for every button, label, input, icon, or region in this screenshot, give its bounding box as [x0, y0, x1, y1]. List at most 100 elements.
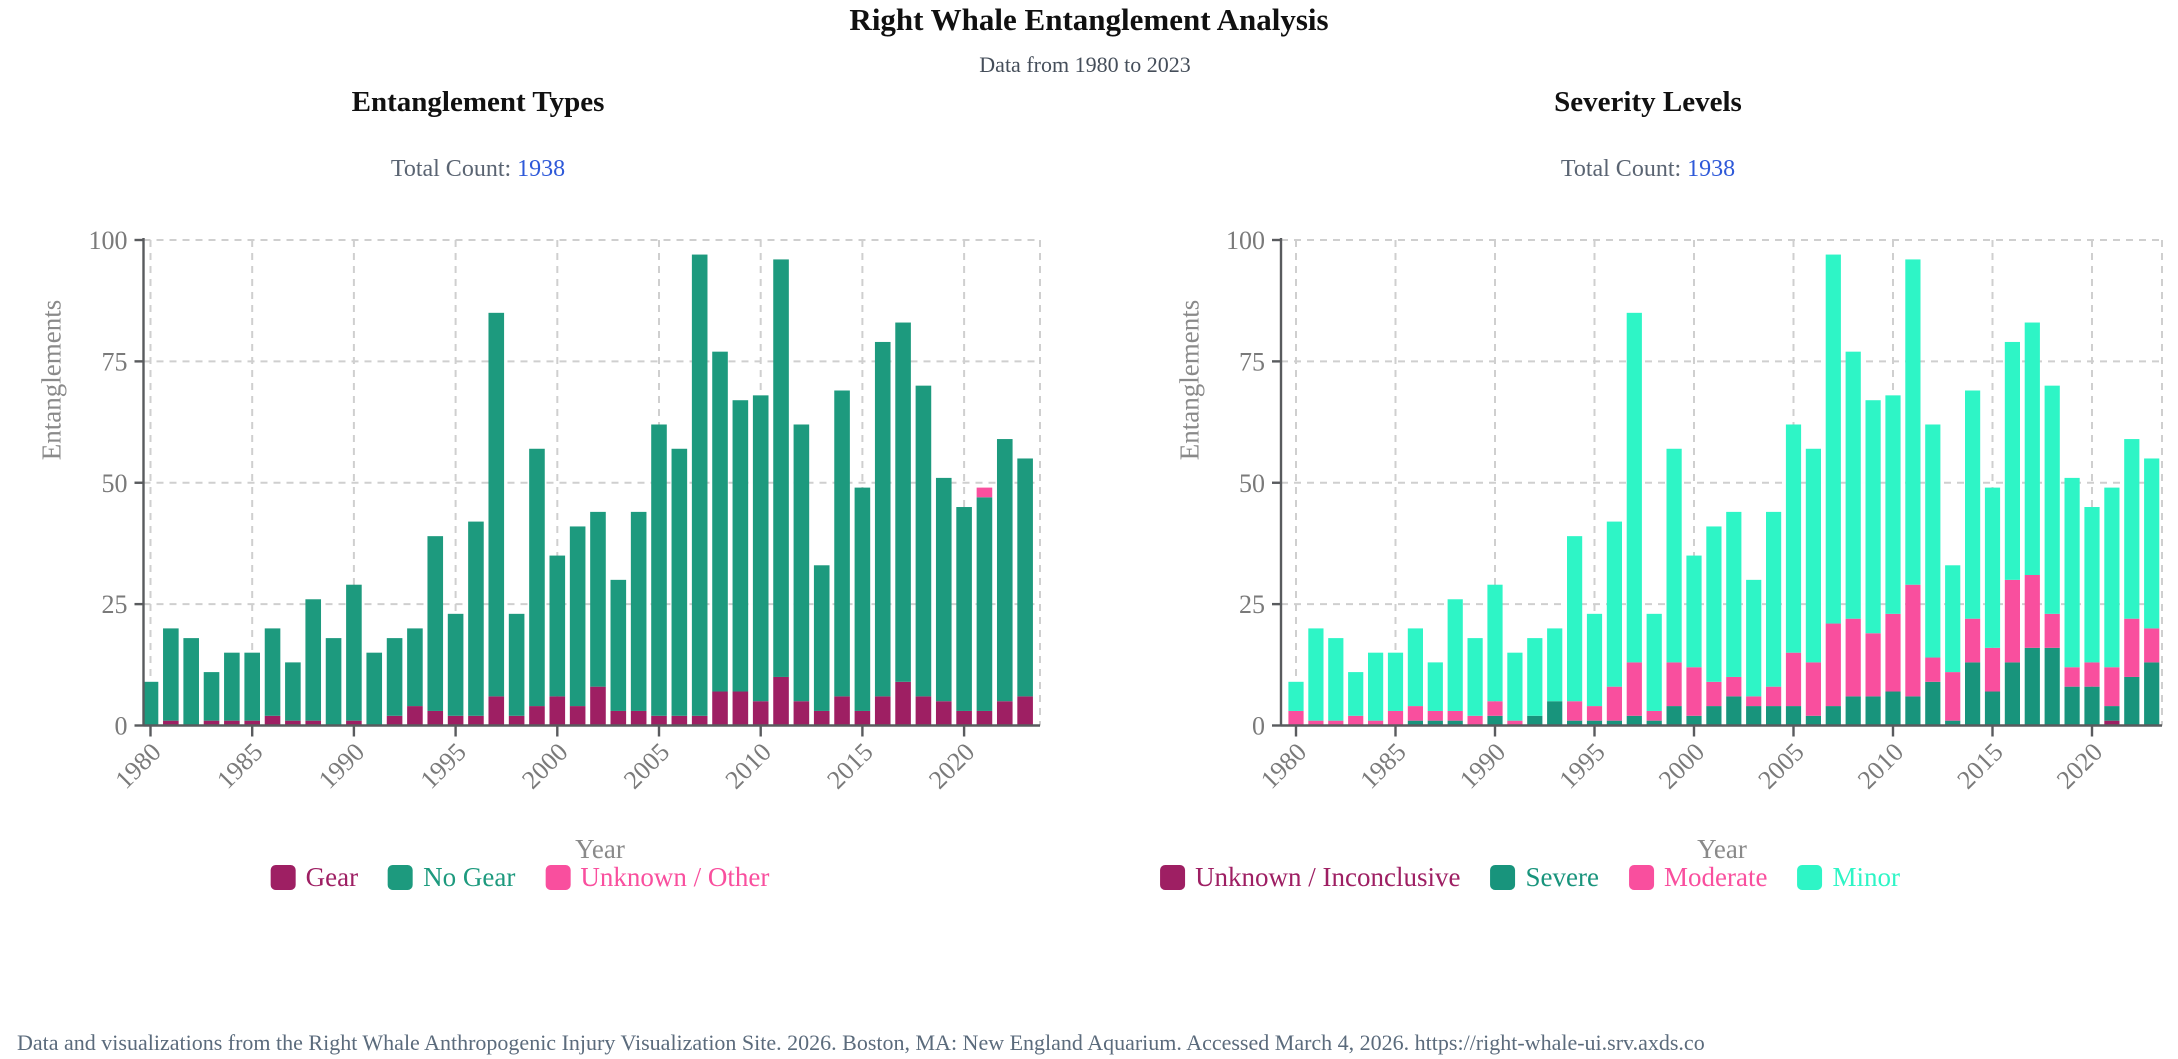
- bar-segment[interactable]: [1766, 706, 1782, 726]
- bar-segment[interactable]: [203, 720, 220, 726]
- bar-segment[interactable]: [1606, 720, 1622, 726]
- bar-segment[interactable]: [1646, 720, 1662, 726]
- bar-segment[interactable]: [1427, 720, 1443, 726]
- bar-segment[interactable]: [1925, 424, 1941, 658]
- bar-segment[interactable]: [1766, 511, 1782, 687]
- bar-segment[interactable]: [935, 477, 952, 702]
- bar-segment[interactable]: [1805, 715, 1821, 726]
- bar-segment[interactable]: [2104, 667, 2120, 707]
- bar-segment[interactable]: [346, 720, 362, 726]
- bar-segment[interactable]: [630, 511, 647, 711]
- bar-segment[interactable]: [285, 662, 301, 721]
- bar-segment[interactable]: [651, 715, 667, 726]
- bar-segment[interactable]: [1706, 526, 1722, 682]
- bar-segment[interactable]: [1726, 696, 1742, 726]
- bar-segment[interactable]: [224, 720, 240, 726]
- bar-segment[interactable]: [1984, 647, 2001, 692]
- bar-segment[interactable]: [1905, 584, 1921, 697]
- bar-segment[interactable]: [2064, 667, 2080, 687]
- bar-segment[interactable]: [976, 487, 993, 498]
- bar-segment[interactable]: [1865, 400, 1881, 634]
- bar-segment[interactable]: [854, 710, 871, 726]
- bar-segment[interactable]: [569, 526, 586, 707]
- bar-segment[interactable]: [1785, 424, 1802, 653]
- bar-segment[interactable]: [1965, 618, 1981, 663]
- bar-segment[interactable]: [1626, 312, 1642, 663]
- bar-segment[interactable]: [2024, 574, 2040, 648]
- bar-segment[interactable]: [1348, 715, 1364, 726]
- bar-segment[interactable]: [1487, 584, 1503, 702]
- bar-segment[interactable]: [1017, 696, 1033, 726]
- bar-segment[interactable]: [1328, 638, 1344, 721]
- bar-segment[interactable]: [2124, 618, 2140, 677]
- bar-segment[interactable]: [407, 628, 423, 707]
- bar-segment[interactable]: [244, 720, 260, 726]
- bar-segment[interactable]: [1984, 487, 2001, 648]
- bar-segment[interactable]: [1845, 618, 1861, 697]
- bar-segment[interactable]: [2044, 647, 2060, 726]
- bar-segment[interactable]: [1547, 701, 1563, 726]
- bar-segment[interactable]: [1507, 652, 1523, 721]
- bar-segment[interactable]: [2084, 507, 2100, 663]
- bar-segment[interactable]: [1567, 536, 1583, 702]
- bar-segment[interactable]: [651, 424, 667, 716]
- bar-segment[interactable]: [610, 579, 627, 711]
- bar-segment[interactable]: [2104, 706, 2120, 721]
- legend-item[interactable]: Gear: [270, 862, 358, 893]
- bar-segment[interactable]: [1308, 628, 1324, 721]
- bar-segment[interactable]: [1427, 662, 1443, 711]
- bar-segment[interactable]: [163, 628, 179, 721]
- bar-segment[interactable]: [1945, 565, 1961, 673]
- bar-segment[interactable]: [488, 696, 505, 726]
- bar-segment[interactable]: [1447, 599, 1463, 711]
- bar-segment[interactable]: [508, 613, 525, 716]
- bar-segment[interactable]: [874, 341, 891, 697]
- bar-segment[interactable]: [1945, 720, 1961, 726]
- bar-segment[interactable]: [2144, 628, 2160, 663]
- legend-item[interactable]: Unknown / Inconclusive: [1160, 862, 1461, 893]
- bar-segment[interactable]: [264, 715, 281, 726]
- legend-item[interactable]: No Gear: [388, 862, 515, 893]
- bar-segment[interactable]: [1825, 254, 1841, 624]
- bar-segment[interactable]: [1407, 706, 1423, 721]
- bar-segment[interactable]: [427, 536, 444, 711]
- bar-segment[interactable]: [1965, 390, 1981, 619]
- bar-segment[interactable]: [935, 701, 952, 726]
- bar-segment[interactable]: [1288, 681, 1304, 711]
- bar-segment[interactable]: [1965, 662, 1981, 726]
- bar-segment[interactable]: [508, 715, 525, 726]
- bar-segment[interactable]: [1865, 696, 1881, 726]
- bar-segment[interactable]: [691, 254, 708, 716]
- bar-segment[interactable]: [386, 715, 403, 726]
- legend-item[interactable]: Minor: [1797, 862, 1900, 893]
- bar-segment[interactable]: [142, 681, 159, 726]
- bar-segment[interactable]: [671, 715, 688, 726]
- bar-segment[interactable]: [1467, 638, 1483, 716]
- bar-segment[interactable]: [1766, 686, 1782, 707]
- bar-segment[interactable]: [1746, 696, 1762, 707]
- bar-segment[interactable]: [854, 487, 871, 711]
- bar-segment[interactable]: [1746, 579, 1762, 697]
- bar-segment[interactable]: [1586, 706, 1603, 721]
- bar-segment[interactable]: [1746, 706, 1762, 726]
- bar-segment[interactable]: [813, 710, 830, 726]
- bar-segment[interactable]: [1407, 628, 1423, 707]
- bar-segment[interactable]: [1686, 667, 1702, 716]
- bar-segment[interactable]: [1586, 613, 1603, 707]
- bar-segment[interactable]: [1805, 662, 1821, 716]
- bar-segment[interactable]: [1885, 395, 1901, 614]
- bar-segment[interactable]: [1348, 672, 1364, 716]
- bar-segment[interactable]: [1387, 652, 1404, 711]
- bar-segment[interactable]: [285, 720, 301, 726]
- bar-segment[interactable]: [793, 424, 810, 702]
- bar-segment[interactable]: [1825, 706, 1841, 726]
- bar-segment[interactable]: [1567, 720, 1583, 726]
- bar-segment[interactable]: [895, 322, 911, 682]
- bar-segment[interactable]: [2104, 487, 2120, 668]
- bar-segment[interactable]: [427, 710, 444, 726]
- bar-segment[interactable]: [712, 351, 728, 692]
- bar-segment[interactable]: [1527, 715, 1543, 726]
- bar-segment[interactable]: [549, 555, 566, 697]
- bar-segment[interactable]: [712, 691, 728, 726]
- bar-segment[interactable]: [1017, 458, 1033, 697]
